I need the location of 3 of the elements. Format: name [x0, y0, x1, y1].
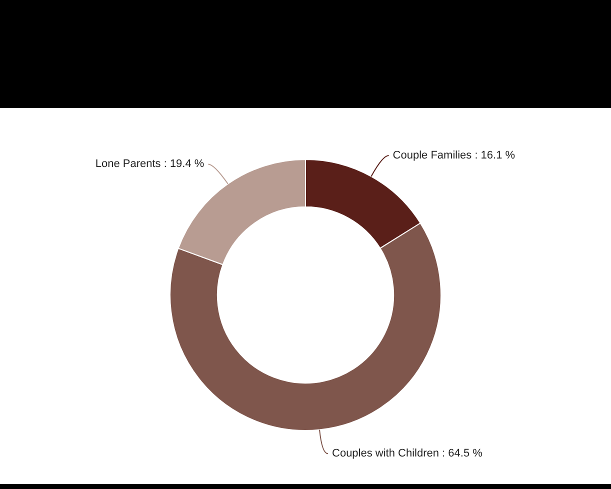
slice-label: Couples with Children : 64.5 % — [332, 448, 483, 460]
slice-label: Lone Parents : 19.4 % — [95, 158, 204, 170]
slice-label: Couple Families : 16.1 % — [392, 150, 516, 162]
